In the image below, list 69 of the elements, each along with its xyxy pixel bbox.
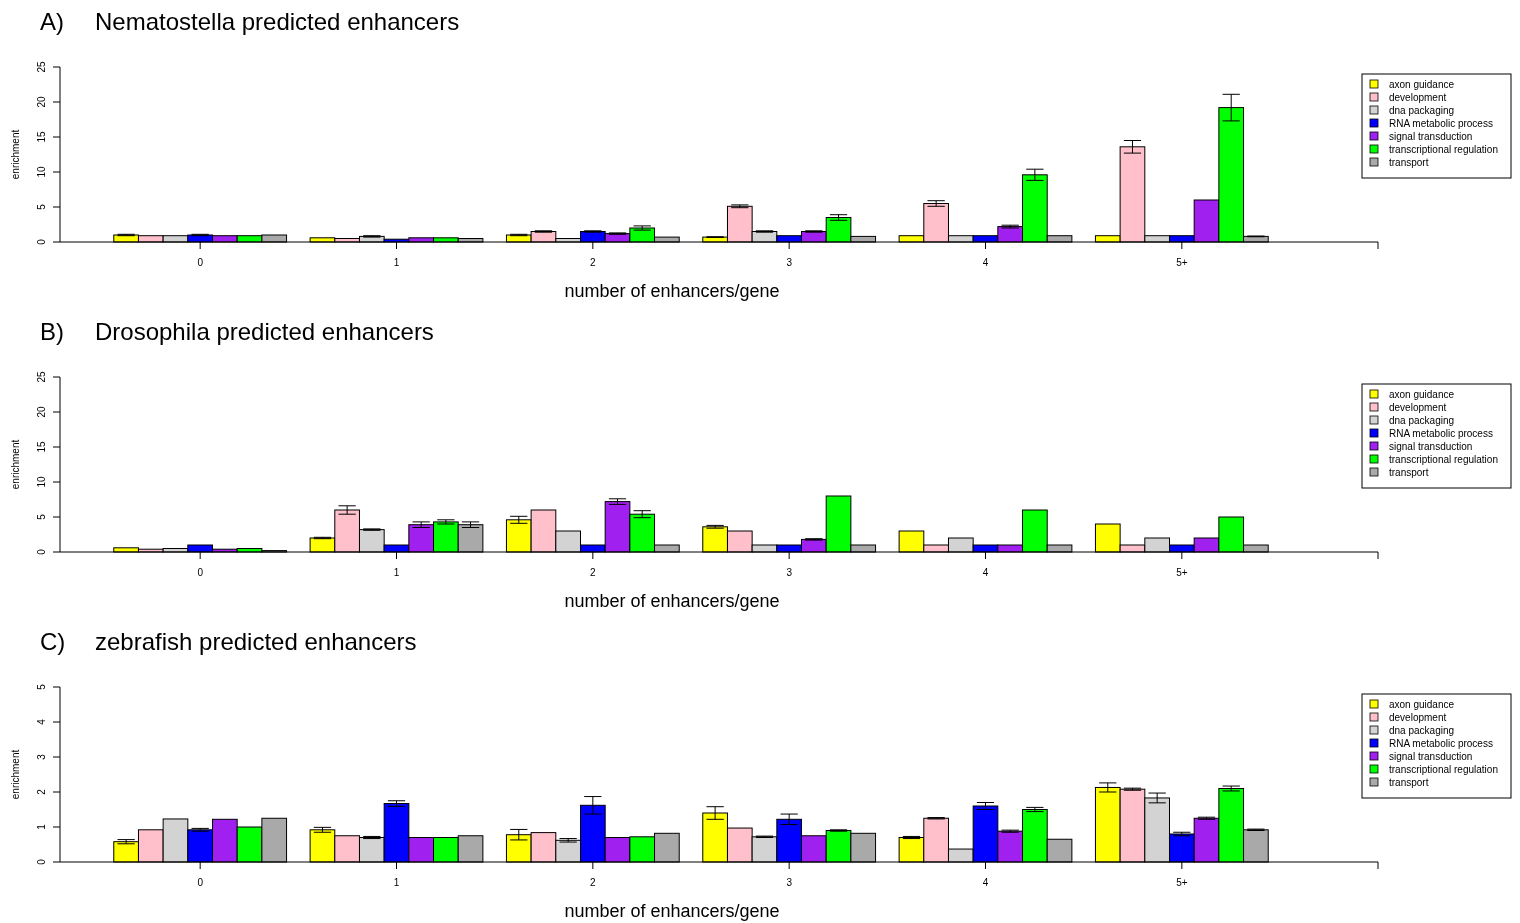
- x-tick-label: 4: [982, 257, 989, 268]
- x-tick-label: 4: [982, 877, 989, 888]
- legend-label: RNA metabolic process: [1389, 428, 1493, 439]
- y-tick-label: 4: [36, 718, 47, 725]
- legend-label: transcriptional regulation: [1389, 144, 1498, 155]
- legend-label: axon guidance: [1389, 79, 1455, 90]
- y-tick-label: 25: [36, 61, 47, 73]
- y-tick-label: 0: [36, 548, 47, 555]
- x-tick-label: 5+: [1176, 257, 1188, 268]
- y-tick-label: 5: [36, 683, 47, 690]
- x-axis-title: number of enhancers/gene: [564, 281, 780, 301]
- y-tick-label: 0: [36, 238, 47, 245]
- chart-title: zebrafish predicted enhancers: [95, 628, 417, 655]
- x-tick-label: 1: [393, 877, 400, 888]
- legend-label: transport: [1389, 467, 1429, 478]
- text: A): [40, 8, 64, 35]
- y-tick-label: 25: [36, 371, 47, 383]
- y-tick-label: 15: [36, 131, 47, 143]
- y-tick-label: 5: [36, 203, 47, 210]
- x-tick-label: 3: [786, 877, 793, 888]
- x-tick-label: 0: [197, 567, 204, 578]
- legend-label: RNA metabolic process: [1389, 738, 1493, 749]
- y-axis-title: enrichment: [10, 749, 21, 800]
- x-tick-label: 0: [197, 877, 204, 888]
- x-tick-label: 0: [197, 257, 204, 268]
- legend-label: signal transduction: [1389, 441, 1473, 452]
- x-tick-label: 5+: [1176, 567, 1188, 578]
- legend-label: transport: [1389, 777, 1429, 788]
- y-tick-label: 15: [36, 441, 47, 453]
- y-axis-title: enrichment: [10, 439, 21, 490]
- x-tick-label: 2: [590, 257, 597, 268]
- x-tick-label: 1: [393, 567, 400, 578]
- legend-label: RNA metabolic process: [1389, 118, 1493, 129]
- chart-title: Drosophila predicted enhancers: [95, 318, 434, 345]
- y-tick-label: 5: [36, 513, 47, 520]
- text: B): [40, 318, 64, 345]
- legend-label: signal transduction: [1389, 131, 1473, 142]
- y-tick-label: 20: [36, 96, 47, 108]
- x-tick-label: 4: [982, 567, 989, 578]
- legend-label: axon guidance: [1389, 699, 1455, 710]
- legend-label: dna packaging: [1389, 105, 1455, 116]
- x-tick-label: 3: [786, 567, 793, 578]
- y-axis-title: enrichment: [10, 129, 21, 180]
- y-tick-label: 10: [36, 166, 47, 178]
- legend-label: development: [1389, 92, 1447, 103]
- y-tick-label: 20: [36, 406, 47, 418]
- x-tick-label: 2: [590, 567, 597, 578]
- legend-label: axon guidance: [1389, 389, 1455, 400]
- legend-label: transcriptional regulation: [1389, 764, 1498, 775]
- y-tick-label: 3: [36, 753, 47, 760]
- legend-label: transcriptional regulation: [1389, 454, 1498, 465]
- x-tick-label: 2: [590, 877, 597, 888]
- x-axis-title: number of enhancers/gene: [564, 591, 780, 611]
- x-tick-label: 1: [393, 257, 400, 268]
- x-tick-label: 3: [786, 257, 793, 268]
- legend-label: signal transduction: [1389, 751, 1473, 762]
- x-axis-title: number of enhancers/gene: [564, 901, 780, 921]
- y-tick-label: 2: [36, 788, 47, 795]
- legend-label: development: [1389, 402, 1447, 413]
- legend-label: dna packaging: [1389, 415, 1455, 426]
- y-tick-label: 1: [36, 823, 47, 830]
- text: C): [40, 628, 66, 655]
- legend-label: dna packaging: [1389, 725, 1455, 736]
- legend-label: transport: [1389, 157, 1429, 168]
- legend-label: development: [1389, 712, 1447, 723]
- y-tick-label: 0: [36, 858, 47, 865]
- y-tick-label: 10: [36, 476, 47, 488]
- x-tick-label: 5+: [1176, 877, 1188, 888]
- chart-title: Nematostella predicted enhancers: [95, 8, 460, 35]
